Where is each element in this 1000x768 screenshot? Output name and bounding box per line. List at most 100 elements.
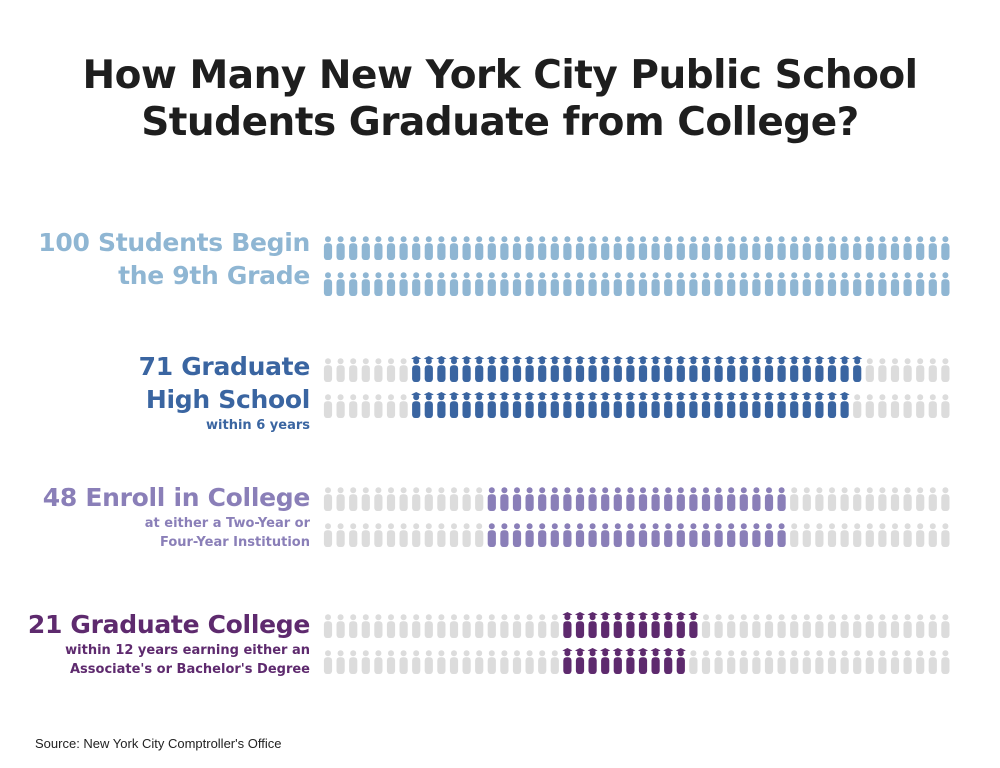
student-icon-highlighted — [688, 356, 699, 382]
student-icon — [550, 650, 559, 674]
student-icon-highlighted — [374, 236, 383, 260]
student-icon-highlighted — [563, 236, 572, 260]
student-icon-highlighted — [601, 523, 610, 547]
student-icon-highlighted — [689, 523, 698, 547]
student-icon-highlighted — [601, 236, 610, 260]
student-icon — [349, 614, 358, 638]
student-icon-highlighted — [423, 392, 434, 418]
student-icon-highlighted — [575, 392, 585, 418]
row-sublabel-line: within 12 years earning either an — [65, 643, 310, 658]
student-icon — [815, 614, 824, 638]
student-icon-highlighted — [601, 272, 610, 296]
student-icon-highlighted — [815, 236, 824, 260]
student-icon — [853, 487, 862, 511]
student-icon — [865, 487, 874, 511]
student-icon-highlighted — [500, 236, 509, 260]
student-icon-highlighted — [613, 487, 622, 511]
student-icon — [903, 358, 912, 382]
student-icon — [449, 614, 459, 638]
student-icon — [890, 394, 900, 418]
student-icon — [764, 614, 774, 638]
student-icon — [928, 358, 937, 382]
row-sublabel-line: within 6 years — [206, 418, 310, 433]
row-label-line: 21 Graduate College — [27, 610, 310, 639]
student-icon-highlighted — [727, 523, 736, 547]
row-label-freshmen: 100 Students Begin the 9th Grade — [38, 226, 310, 292]
student-icon-highlighted — [801, 392, 812, 418]
student-icon-highlighted — [764, 356, 774, 382]
student-icon — [777, 614, 786, 638]
student-icon — [361, 394, 370, 418]
student-icon-highlighted — [664, 487, 673, 511]
student-icon-highlighted — [675, 612, 686, 638]
student-icon-highlighted — [752, 236, 761, 260]
student-icon-highlighted — [538, 487, 547, 511]
student-icon — [802, 614, 811, 638]
student-icon-highlighted — [525, 236, 534, 260]
student-icon-highlighted — [600, 356, 611, 382]
student-icon — [487, 650, 496, 674]
student-icon — [437, 650, 446, 674]
row-label-college-grad: 21 Graduate College within 12 years earn… — [28, 608, 310, 679]
student-icon-highlighted — [625, 648, 636, 674]
student-icon-highlighted — [903, 272, 912, 296]
student-icon-highlighted — [349, 236, 358, 260]
student-icon-highlighted — [424, 236, 433, 260]
student-icon-highlighted — [663, 648, 674, 674]
student-icon-highlighted — [524, 356, 535, 382]
student-icon-highlighted — [916, 236, 925, 260]
student-icon — [916, 614, 925, 638]
row-label-line: High School — [145, 385, 310, 414]
student-icon — [865, 650, 874, 674]
student-icon-highlighted — [675, 356, 686, 382]
student-icon — [890, 358, 900, 382]
student-icon — [840, 650, 849, 674]
student-icon — [323, 650, 333, 674]
student-icon-highlighted — [726, 392, 737, 418]
student-icon-highlighted — [638, 648, 648, 674]
student-icon-highlighted — [675, 392, 686, 418]
student-icon — [878, 523, 887, 547]
student-icon-highlighted — [588, 236, 597, 260]
student-icon — [374, 394, 383, 418]
student-icon — [323, 394, 333, 418]
student-icon-highlighted — [752, 523, 761, 547]
student-icon-highlighted — [625, 392, 636, 418]
student-icon — [890, 614, 900, 638]
student-icon — [827, 523, 837, 547]
student-icon-highlighted — [626, 272, 635, 296]
student-icon-highlighted — [525, 523, 534, 547]
student-icon-highlighted — [789, 392, 800, 418]
student-icon-highlighted — [550, 523, 559, 547]
student-icon-highlighted — [878, 272, 887, 296]
student-icon — [336, 650, 345, 674]
student-icon-highlighted — [487, 236, 496, 260]
student-icon — [777, 650, 786, 674]
student-icon — [323, 487, 333, 511]
student-icon — [323, 614, 333, 638]
student-icon-highlighted — [550, 272, 559, 296]
student-icon — [538, 614, 547, 638]
student-icon-highlighted — [738, 392, 749, 418]
student-icon — [941, 358, 950, 382]
student-icon-highlighted — [562, 356, 573, 382]
student-icon-highlighted — [600, 648, 611, 674]
student-icon-highlighted — [512, 487, 522, 511]
student-icon-highlighted — [663, 356, 674, 382]
student-icon-highlighted — [839, 356, 850, 382]
student-icon-highlighted — [689, 236, 698, 260]
student-icon-highlighted — [612, 356, 623, 382]
student-icon — [349, 650, 358, 674]
student-icon — [878, 487, 887, 511]
student-icon-highlighted — [928, 236, 937, 260]
student-icon-highlighted — [449, 356, 459, 382]
student-icon-highlighted — [903, 236, 912, 260]
student-icon-highlighted — [538, 236, 547, 260]
student-icon — [790, 614, 799, 638]
student-icon — [941, 394, 950, 418]
student-icon-highlighted — [651, 272, 660, 296]
student-icon-highlighted — [538, 523, 547, 547]
student-icon-highlighted — [701, 392, 711, 418]
student-icon-highlighted — [549, 392, 560, 418]
